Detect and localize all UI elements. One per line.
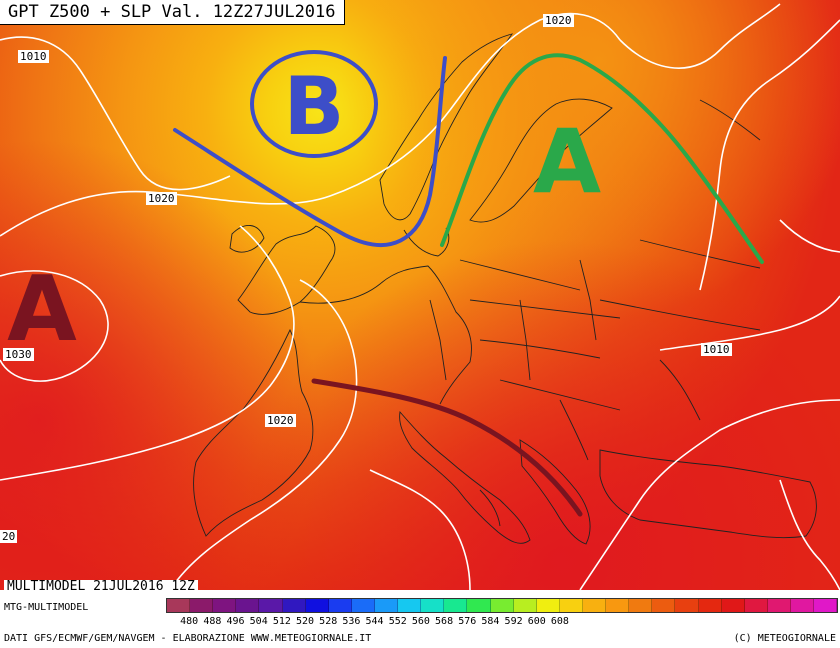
- colorbar-swatch: [675, 599, 699, 612]
- colorbar-swatch: [744, 599, 768, 612]
- low-b-ring: [250, 50, 378, 158]
- colorbar-swatch: [398, 599, 422, 612]
- colorbar-swatch: [213, 599, 237, 612]
- colorbar: [166, 598, 838, 613]
- colorbar-swatch: [328, 599, 352, 612]
- colorbar-tick-label: 480: [180, 616, 199, 627]
- high-a-north-letter: A: [533, 110, 601, 213]
- colorbar-tick-label: 576: [458, 616, 477, 627]
- model-label: MTG-MULTIMODEL: [4, 602, 89, 613]
- isobar-label-1020-med: 1020: [265, 414, 296, 427]
- map-footer: MULTIMODEL 21JUL2016 12Z MTG-MULTIMODEL …: [0, 580, 840, 648]
- colorbar-tick-label: 608: [550, 616, 569, 627]
- colorbar-swatch: [559, 599, 583, 612]
- colorbar-tick-label: 552: [388, 616, 407, 627]
- colorbar-swatch: [582, 599, 607, 612]
- colorbar-swatch: [513, 599, 537, 612]
- colorbar-tick-label: 592: [504, 616, 523, 627]
- colorbar-tick-label: 600: [527, 616, 546, 627]
- colorbar-tick-label: 544: [365, 616, 384, 627]
- map-canvas: B A A: [0, 0, 840, 590]
- isobar-label-1010-e: 1010: [701, 343, 732, 356]
- colorbar-ticks: 480 488 496 504 512 520 528 536 544 552 560 568 576 5…: [166, 616, 838, 628]
- colorbar-tick-label: 512: [272, 616, 291, 627]
- colorbar-swatch: [767, 599, 791, 612]
- colorbar-swatch: [444, 599, 468, 612]
- ridge-axis-line: [440, 53, 764, 264]
- colorbar-swatch: [190, 599, 214, 612]
- colorbar-swatch: [629, 599, 653, 612]
- colorbar-swatch: [721, 599, 745, 612]
- colorbar-tick-label: 584: [481, 616, 500, 627]
- weather-map: B A A 1010 1020 1020 1030 1020 1010 20 G…: [0, 0, 840, 590]
- trough-axis-line: [173, 56, 447, 247]
- colorbar-swatch: [467, 599, 491, 612]
- isobar-label-1020-atl: 1020: [146, 192, 177, 205]
- colorbar-swatch: [421, 599, 445, 612]
- isobar-label-edge: 20: [0, 530, 18, 543]
- coastlines: [193, 33, 817, 545]
- run-label: MULTIMODEL 21JUL2016 12Z: [4, 580, 198, 594]
- subtropical-ridge-line: [311, 378, 583, 517]
- credits-text: DATI GFS/ECMWF/GEM/NAVGEM - ELABORAZIONE…: [4, 633, 372, 644]
- colorbar-tick-label: 568: [435, 616, 454, 627]
- colorbar-tick-label: 520: [296, 616, 315, 627]
- isobar-label-1030: 1030: [3, 348, 34, 361]
- colorbar-tick-label: 496: [226, 616, 245, 627]
- low-b-letter: B: [284, 60, 345, 153]
- colorbar-swatch: [374, 599, 399, 612]
- isobar-label-1010-nw: 1010: [18, 50, 49, 63]
- z500-field-west: [0, 0, 840, 590]
- colorbar-swatch: [351, 599, 375, 612]
- colorbar-swatch: [259, 599, 283, 612]
- colorbar-tick-label: 504: [249, 616, 268, 627]
- colorbar-tick-label: 488: [203, 616, 222, 627]
- isobars: [0, 3, 840, 590]
- colorbar-swatch: [814, 599, 838, 612]
- colorbar-swatch: [606, 599, 630, 612]
- colorbar-swatch: [652, 599, 676, 612]
- colorbar-swatch: [790, 599, 815, 612]
- colorbar-swatch: [490, 599, 514, 612]
- colorbar-tick-label: 560: [411, 616, 430, 627]
- colorbar-swatch: [282, 599, 306, 612]
- colorbar-swatch: [698, 599, 722, 612]
- colorbar-swatch: [305, 599, 329, 612]
- copyright-text: (C) METEOGIORNALE: [733, 633, 836, 644]
- colorbar-swatch: [536, 599, 560, 612]
- colorbar-swatch: [167, 599, 191, 612]
- high-a-atlantic-letter: A: [7, 257, 77, 362]
- map-title: GPT Z500 + SLP Val. 12Z27JUL2016: [0, 0, 345, 25]
- colorbar-swatch: [236, 599, 260, 612]
- colorbar-tick-label: 536: [342, 616, 361, 627]
- colorbar-tick-label: 528: [319, 616, 338, 627]
- isobar-label-1020-n: 1020: [543, 14, 574, 27]
